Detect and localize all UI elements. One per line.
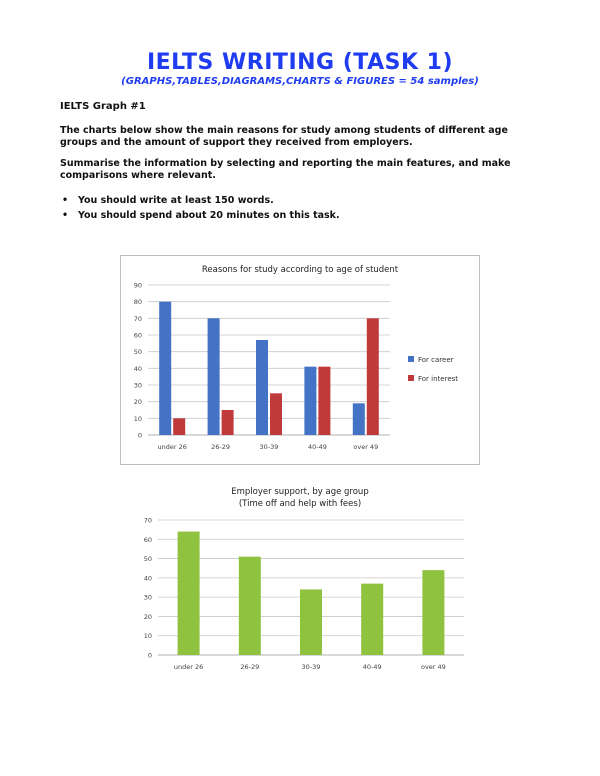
x-tick-label: 30-39 — [302, 663, 321, 671]
graph-label: IELTS Graph #1 — [60, 101, 146, 112]
bar — [422, 570, 445, 655]
bar — [256, 340, 268, 435]
bar — [238, 556, 261, 655]
y-tick-label: 60 — [144, 536, 152, 544]
chart-title: Reasons for study according to age of st… — [202, 265, 399, 275]
page-title: IELTS WRITING (TASK 1) — [146, 50, 454, 75]
legend-label-interest: For interest — [418, 375, 458, 383]
task-description: The charts below show the main reasons f… — [60, 125, 508, 148]
y-tick-label: 30 — [134, 382, 142, 390]
x-tick-label: under 26 — [174, 663, 203, 671]
bar — [270, 393, 282, 435]
task-bullet: You should write at least 150 words. — [62, 193, 340, 208]
x-tick-label: over 49 — [353, 443, 378, 451]
bar — [159, 301, 172, 435]
bar — [221, 410, 234, 435]
y-tick-label: 0 — [148, 652, 152, 660]
study-reasons-chart: Reasons for study according to age of st… — [120, 255, 480, 465]
bar — [361, 583, 384, 655]
page-subtitle: (GRAPHS,TABLES,DIAGRAMS,CHARTS & FIGURES… — [121, 76, 479, 87]
x-axis-ticks: under 26 26-29 30-39 40-49 over 49 — [174, 663, 446, 671]
bar — [304, 366, 317, 435]
task-bullet: You should spend about 20 minutes on thi… — [62, 208, 340, 223]
y-tick-label: 70 — [144, 517, 152, 525]
y-tick-label: 50 — [134, 348, 142, 356]
bar — [366, 318, 379, 435]
y-tick-label: 20 — [144, 613, 152, 621]
x-tick-label: 30-39 — [260, 443, 279, 451]
legend-swatch-interest — [408, 375, 414, 381]
bar — [318, 366, 331, 435]
x-axis-ticks: under 26 26-29 30-39 40-49 over 49 — [158, 443, 379, 451]
y-tick-label: 10 — [144, 632, 152, 640]
y-tick-label: 40 — [134, 365, 142, 373]
bar — [173, 418, 186, 435]
y-tick-label: 50 — [144, 555, 152, 563]
bars — [177, 531, 445, 655]
chart-subtitle: (Time off and help with fees) — [239, 499, 361, 509]
y-tick-label: 60 — [134, 332, 142, 340]
y-tick-label: 20 — [134, 398, 142, 406]
x-tick-label: 40-49 — [308, 443, 327, 451]
y-tick-label: 80 — [134, 298, 142, 306]
y-tick-label: 70 — [134, 315, 142, 323]
bar — [352, 403, 365, 435]
bars — [159, 301, 379, 435]
bar — [177, 531, 200, 655]
x-tick-label: under 26 — [158, 443, 187, 451]
y-tick-label: 40 — [144, 574, 152, 582]
y-axis-ticks: 0 10 20 30 40 50 60 70 — [144, 517, 152, 660]
y-tick-label: 10 — [134, 415, 142, 423]
y-tick-label: 90 — [134, 282, 142, 290]
task-bullet-list: You should write at least 150 words. You… — [62, 193, 340, 223]
chart-title: Employer support, by age group — [231, 487, 368, 497]
y-tick-label: 0 — [138, 432, 142, 440]
x-tick-label: 26-29 — [240, 663, 259, 671]
x-tick-label: 40-49 — [363, 663, 382, 671]
x-tick-label: 26-29 — [211, 443, 230, 451]
y-tick-label: 30 — [144, 594, 152, 602]
legend: For career For interest — [408, 356, 458, 383]
employer-support-chart: Employer support, by age group (Time off… — [144, 487, 464, 671]
task-instructions: Summarise the information by selecting a… — [60, 158, 511, 181]
y-axis-ticks: 0 10 20 30 40 50 60 70 80 90 — [134, 282, 142, 440]
bar — [207, 318, 220, 435]
gridlines — [148, 284, 390, 436]
x-tick-label: over 49 — [421, 663, 446, 671]
legend-label-career: For career — [418, 356, 454, 364]
bar — [300, 589, 322, 655]
legend-swatch-career — [408, 356, 414, 362]
